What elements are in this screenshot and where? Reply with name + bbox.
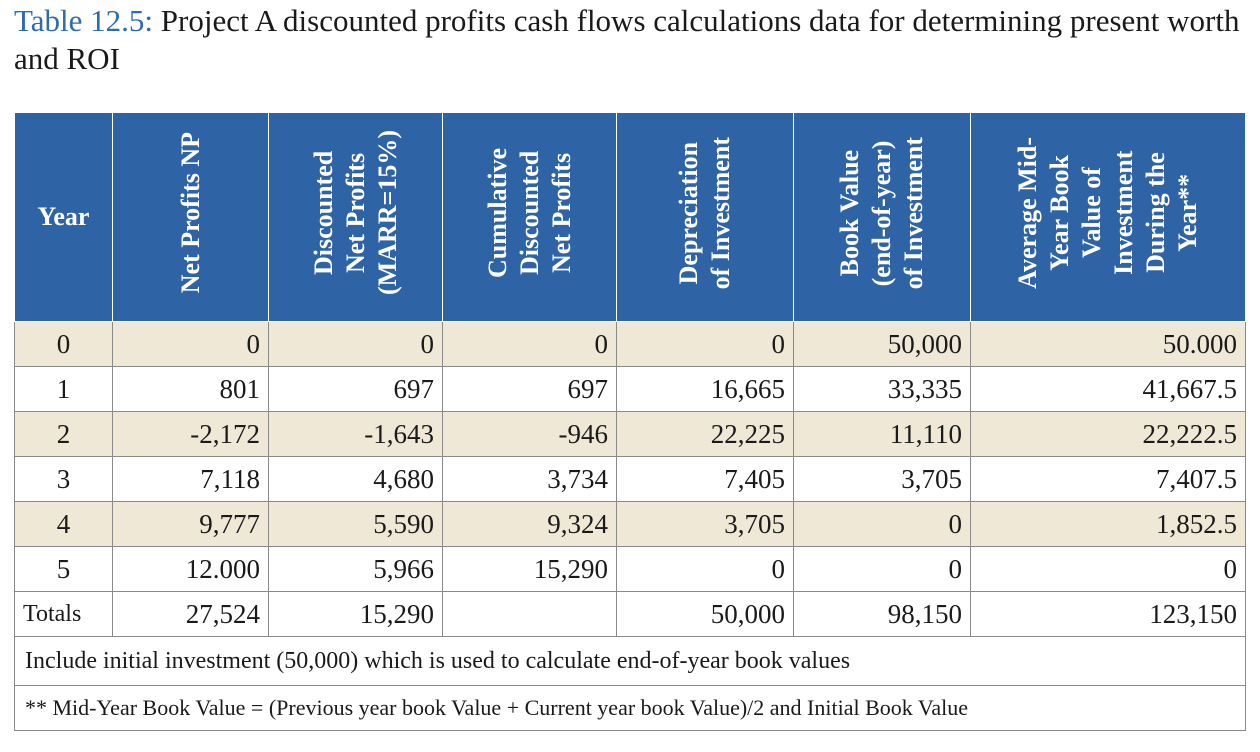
- header-line: Discounted: [308, 150, 338, 276]
- header-depreciation: Depreciation of Investment: [616, 112, 794, 322]
- cell-net-profits: 7,118: [112, 456, 269, 502]
- cell-average: 7,407.5: [970, 456, 1246, 502]
- cell-cumulative: 15,290: [442, 546, 617, 592]
- cell-discounted: 4,680: [268, 456, 443, 502]
- header-line: Year**: [1173, 174, 1202, 252]
- cell-average: 1,852.5: [970, 501, 1246, 547]
- cell-year: 2: [14, 411, 113, 457]
- cell-year: 5: [14, 546, 113, 592]
- header-line: Net Profits NP: [175, 132, 205, 294]
- cell-net-profits: 801: [112, 366, 269, 412]
- header-line: Cumulative: [482, 148, 512, 278]
- cell-average: 0: [970, 546, 1246, 592]
- cell-year: 3: [14, 456, 113, 502]
- cell-average: 41,667.5: [970, 366, 1246, 412]
- cell-total-cumulative: [442, 591, 617, 637]
- table-row: 0 0 0 0 0 50,000 50.000: [14, 321, 1246, 367]
- cell-net-profits: -2,172: [112, 411, 269, 457]
- cell-total-depreciation: 50,000: [616, 591, 794, 637]
- cell-average: 50.000: [970, 321, 1246, 367]
- cell-total-average: 123,150: [970, 591, 1246, 637]
- cell-discounted: 697: [268, 366, 443, 412]
- cell-total-net-profits: 27,524: [112, 591, 269, 637]
- cell-discounted: 5,590: [268, 501, 443, 547]
- table-row: 1 801 697 697 16,665 33,335 41,667.5: [14, 366, 1246, 412]
- header-row: Year Net Profits NP Discounted Net Profi…: [14, 112, 1246, 322]
- cell-depreciation: 3,705: [616, 501, 794, 547]
- cell-discounted: -1,643: [268, 411, 443, 457]
- cell-total-discounted: 15,290: [268, 591, 443, 637]
- footnote-investment: Include initial investment (50,000) whic…: [14, 636, 1246, 686]
- caption-label: Table 12.5:: [14, 3, 154, 38]
- header-average-mid-year: Average Mid- Year Book Value of Investme…: [970, 112, 1246, 322]
- cell-net-profits: 9,777: [112, 501, 269, 547]
- header-line: Average Mid-: [1013, 137, 1042, 289]
- header-line: Value of: [1077, 167, 1106, 259]
- header-line: (end-of-year): [867, 140, 896, 286]
- totals-row: Totals 27,524 15,290 50,000 98,150 123,1…: [14, 591, 1246, 637]
- header-book-value: Book Value (end-of-year) of Investment: [793, 112, 971, 322]
- header-line: Net Profits: [340, 152, 370, 274]
- cell-cumulative: 0: [442, 321, 617, 367]
- cell-cumulative: 3,734: [442, 456, 617, 502]
- cell-net-profits: 0: [112, 321, 269, 367]
- cell-cumulative: -946: [442, 411, 617, 457]
- note-row: Include initial investment (50,000) whic…: [14, 636, 1246, 686]
- header-line: Discounted: [514, 150, 544, 276]
- header-line: Depreciation: [674, 141, 703, 285]
- cell-discounted: 0: [268, 321, 443, 367]
- caption-text: Project A discounted profits cash flows …: [14, 3, 1240, 76]
- cell-discounted: 5,966: [268, 546, 443, 592]
- header-line: During the: [1141, 152, 1170, 274]
- header-line: of Investment: [899, 136, 928, 290]
- cell-depreciation: 0: [616, 321, 794, 367]
- cell-total-book-value: 98,150: [793, 591, 971, 637]
- cell-depreciation: 22,225: [616, 411, 794, 457]
- cell-cumulative: 697: [442, 366, 617, 412]
- footnote-mid-year: ** Mid-Year Book Value = (Previous year …: [14, 685, 1246, 731]
- cell-year: 4: [14, 501, 113, 547]
- table-row: 2 -2,172 -1,643 -946 22,225 11,110 22,22…: [14, 411, 1246, 457]
- cell-totals-label: Totals: [14, 591, 113, 637]
- cell-year: 1: [14, 366, 113, 412]
- cell-book-value: 11,110: [793, 411, 971, 457]
- header-discounted-net-profits: Discounted Net Profits (MARR=15%): [268, 112, 443, 322]
- header-line: Year Book: [1045, 155, 1074, 271]
- header-year: Year: [14, 112, 113, 322]
- cash-flow-table: Year Net Profits NP Discounted Net Profi…: [14, 112, 1246, 731]
- header-line: (MARR=15%): [372, 130, 402, 296]
- cell-book-value: 0: [793, 546, 971, 592]
- cell-net-profits: 12.000: [112, 546, 269, 592]
- header-line: Book Value: [835, 149, 864, 277]
- cell-depreciation: 16,665: [616, 366, 794, 412]
- table-row: 5 12.000 5,966 15,290 0 0 0: [14, 546, 1246, 592]
- cell-depreciation: 0: [616, 546, 794, 592]
- table-caption: Table 12.5: Project A discounted profits…: [14, 2, 1250, 78]
- cell-average: 22,222.5: [970, 411, 1246, 457]
- table-row: 4 9,777 5,590 9,324 3,705 0 1,852.5: [14, 501, 1246, 547]
- header-net-profits: Net Profits NP: [112, 112, 269, 322]
- header-line: Investment: [1109, 150, 1138, 276]
- note-row: ** Mid-Year Book Value = (Previous year …: [14, 685, 1246, 731]
- cell-book-value: 50,000: [793, 321, 971, 367]
- cell-depreciation: 7,405: [616, 456, 794, 502]
- cell-book-value: 0: [793, 501, 971, 547]
- cell-book-value: 3,705: [793, 456, 971, 502]
- cell-book-value: 33,335: [793, 366, 971, 412]
- cell-cumulative: 9,324: [442, 501, 617, 547]
- header-line: Net Profits: [546, 152, 576, 274]
- cell-year: 0: [14, 321, 113, 367]
- header-cumulative-discounted: Cumulative Discounted Net Profits: [442, 112, 617, 322]
- header-line: of Investment: [706, 136, 735, 290]
- table-row: 3 7,118 4,680 3,734 7,405 3,705 7,407.5: [14, 456, 1246, 502]
